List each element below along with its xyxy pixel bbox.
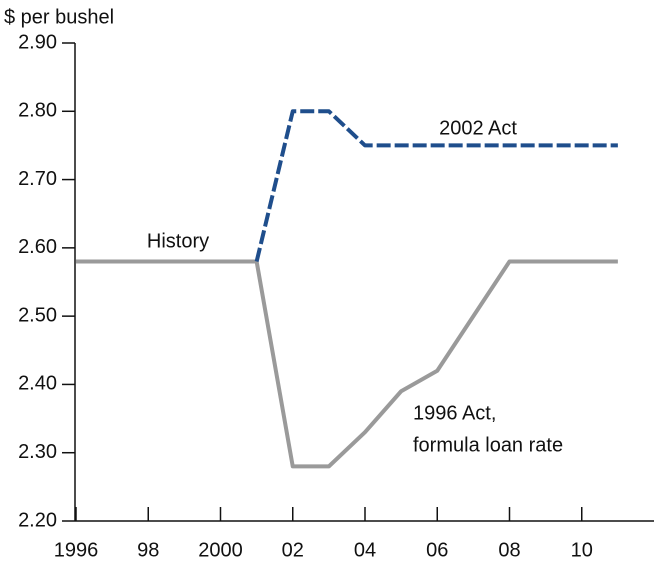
y-tick-label: 2.20 xyxy=(18,509,57,531)
x-tick-label: 08 xyxy=(498,539,520,561)
y-tick-label: 2.50 xyxy=(18,304,57,326)
x-tick-label: 04 xyxy=(354,539,376,561)
y-axis-label: $ per bushel xyxy=(4,6,114,28)
y-tick-label: 2.60 xyxy=(18,236,57,258)
x-tick-label: 06 xyxy=(426,539,448,561)
y-tick-label: 2.30 xyxy=(18,441,57,463)
series-line xyxy=(254,109,618,262)
x-tick-label: 10 xyxy=(571,539,593,561)
series-line xyxy=(254,259,618,469)
x-tick-label: 1996 xyxy=(54,539,99,561)
x-tick-label: 98 xyxy=(137,539,159,561)
x-tick-label: 2000 xyxy=(198,539,243,561)
annotation: History xyxy=(147,230,209,252)
y-tick-label: 2.90 xyxy=(18,31,57,53)
y-tick-label: 2.70 xyxy=(18,168,57,190)
x-tick-label: 02 xyxy=(282,539,304,561)
annotation: 2002 Act xyxy=(439,117,517,139)
y-tick-label: 2.40 xyxy=(18,373,57,395)
y-tick-label: 2.80 xyxy=(18,100,57,122)
annotation: 1996 Act, xyxy=(413,402,496,424)
annotation: formula loan rate xyxy=(413,434,563,456)
